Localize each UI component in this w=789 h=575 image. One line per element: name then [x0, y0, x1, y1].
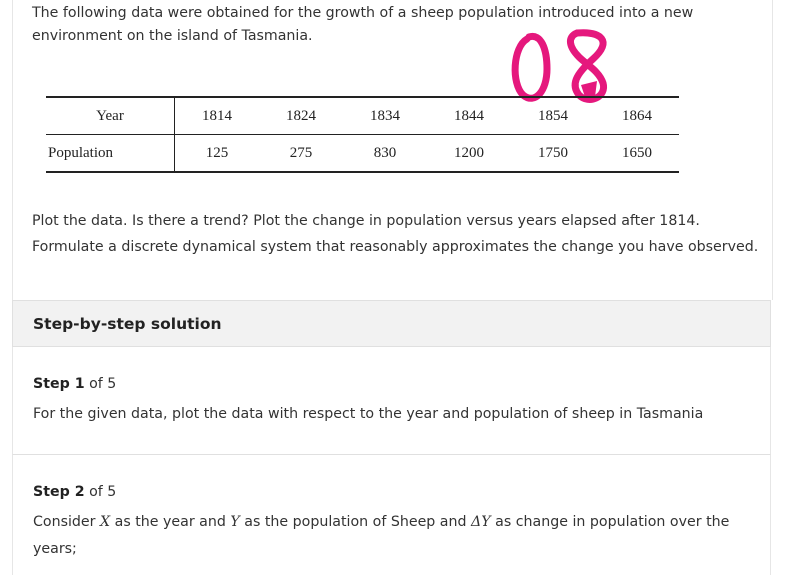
year-cell: 1854	[511, 96, 595, 135]
sheep-data-table: Year 1814 1824 1834 1844 1854 1864 Popul…	[46, 96, 679, 173]
step-2-text: Consider X as the year and Y as the popu…	[33, 514, 730, 557]
year-cell: 1844	[427, 96, 511, 135]
population-cell: 1750	[511, 134, 595, 173]
intro-text: The following data were obtained for the…	[32, 5, 694, 44]
math-y: Y	[230, 514, 240, 530]
year-cell: 1834	[343, 96, 427, 135]
population-cell: 830	[343, 134, 427, 173]
question-card	[12, 0, 773, 300]
solution-header: Step-by-step solution	[12, 300, 771, 347]
population-cell: 275	[259, 134, 343, 173]
question-text: Plot the data. Is there a trend? Plot th…	[32, 213, 759, 255]
population-header: Population	[46, 134, 175, 173]
solution-title: Step-by-step solution	[33, 315, 222, 333]
step-count: of 5	[89, 376, 117, 392]
step-count: of 5	[89, 484, 117, 500]
step-number: Step 1	[33, 376, 85, 392]
math-x: X	[100, 514, 111, 530]
year-cell: 1824	[259, 96, 343, 135]
handwritten-zero	[511, 32, 551, 102]
population-cell: 1200	[427, 134, 511, 173]
handwritten-eight-fill	[581, 81, 597, 97]
population-cell: 125	[174, 134, 259, 173]
population-cell: 1650	[595, 134, 679, 173]
step-1-section: Step 1 of 5 For the given data, plot the…	[12, 347, 771, 455]
handwritten-mark	[511, 29, 608, 103]
table-row-year: Year 1814 1824 1834 1844 1854 1864	[46, 96, 679, 135]
step-2-section: Step 2 of 5 Consider X as the year and Y…	[12, 455, 771, 575]
step-1-label: Step 1 of 5	[33, 376, 116, 392]
year-cell: 1814	[174, 96, 259, 135]
table-row-population: Population 125 275 830 1200 1750 1650	[46, 134, 679, 173]
year-cell: 1864	[595, 96, 679, 135]
math-delta-y: ΔY	[471, 514, 491, 530]
step-2-label: Step 2 of 5	[33, 484, 116, 500]
year-header: Year	[46, 96, 175, 135]
step-1-text: For the given data, plot the data with r…	[33, 406, 704, 422]
step-number: Step 2	[33, 484, 85, 500]
